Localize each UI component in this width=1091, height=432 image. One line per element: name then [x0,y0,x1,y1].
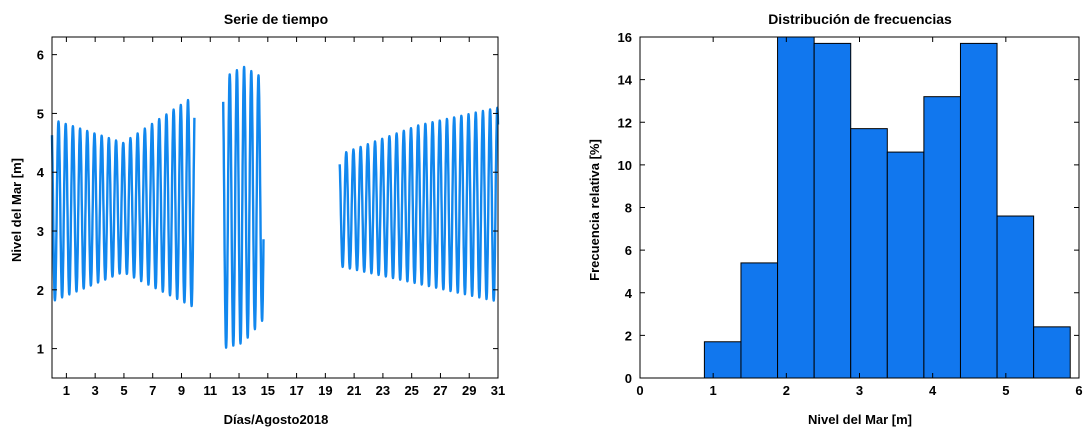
tide-series-segment-2 [222,65,265,349]
x-tick-label: 29 [462,383,476,398]
y-tick-label: 6 [37,48,44,63]
x-tick-label: 2 [783,383,790,398]
x-tick-label: 17 [289,383,303,398]
x-tick-label: 5 [120,383,127,398]
y-tick-label: 10 [618,158,632,173]
x-tick-label: 15 [261,383,275,398]
histogram-bar [923,96,961,379]
x-tick-label: 0 [636,383,643,398]
histogram-bar [1033,326,1071,379]
x-tick-label: 19 [318,383,332,398]
x-tick-label: 4 [929,383,937,398]
y-tick-label: 3 [37,224,44,239]
y-tick-label: 2 [37,283,44,298]
histogram-chart: Distribución de frecuencias Nivel del Ma… [587,11,1083,427]
time-series-x-label: Días/Agosto2018 [224,412,329,427]
y-tick-label: 1 [37,342,44,357]
x-tick-label: 13 [232,383,246,398]
tide-series-segment-3 [338,106,500,302]
y-tick-label: 8 [625,201,632,216]
histogram-bar [996,215,1035,379]
x-tick-label: 25 [404,383,418,398]
histogram-bar [886,151,925,379]
x-tick-label: 3 [856,383,863,398]
y-tick-label: 2 [625,328,632,343]
y-tick-label: 5 [37,106,44,121]
histogram-bar [703,341,742,379]
x-tick-label: 23 [376,383,390,398]
x-tick-label: 6 [1075,383,1082,398]
x-tick-label: 1 [710,383,717,398]
y-tick-label: 4 [625,286,633,301]
x-tick-label: 7 [149,383,156,398]
y-tick-label: 12 [618,115,632,130]
time-series-title: Serie de tiempo [224,11,328,27]
x-tick-label: 5 [1002,383,1009,398]
y-tick-label: 0 [625,371,632,386]
histogram-bar [850,128,888,379]
x-tick-label: 21 [347,383,361,398]
histogram-x-label: Nivel del Mar [m] [808,412,912,427]
x-tick-label: 1 [63,383,70,398]
y-tick-label: 6 [625,243,632,258]
x-tick-label: 27 [433,383,447,398]
time-series-axes-frame [51,36,499,379]
histogram-bar [959,42,998,379]
tide-series-segment-1 [50,98,196,308]
histogram-bar [777,36,815,379]
x-tick-label: 3 [92,383,99,398]
x-tick-label: 11 [203,383,217,398]
time-series-y-label: Nivel del Mar [m] [9,158,24,262]
histogram-bar [740,262,779,379]
histogram-y-label: Frecuencia relativa [%] [587,139,602,281]
histogram-title: Distribución de frecuencias [768,11,952,27]
x-tick-label: 31 [491,383,505,398]
y-tick-label: 4 [37,165,45,180]
time-series-chart: Serie de tiempo Días/Agosto2018 Nivel de… [9,11,505,427]
histogram-bar [813,42,852,379]
y-tick-label: 14 [618,73,633,88]
y-tick-label: 16 [618,30,632,45]
x-tick-label: 9 [178,383,185,398]
